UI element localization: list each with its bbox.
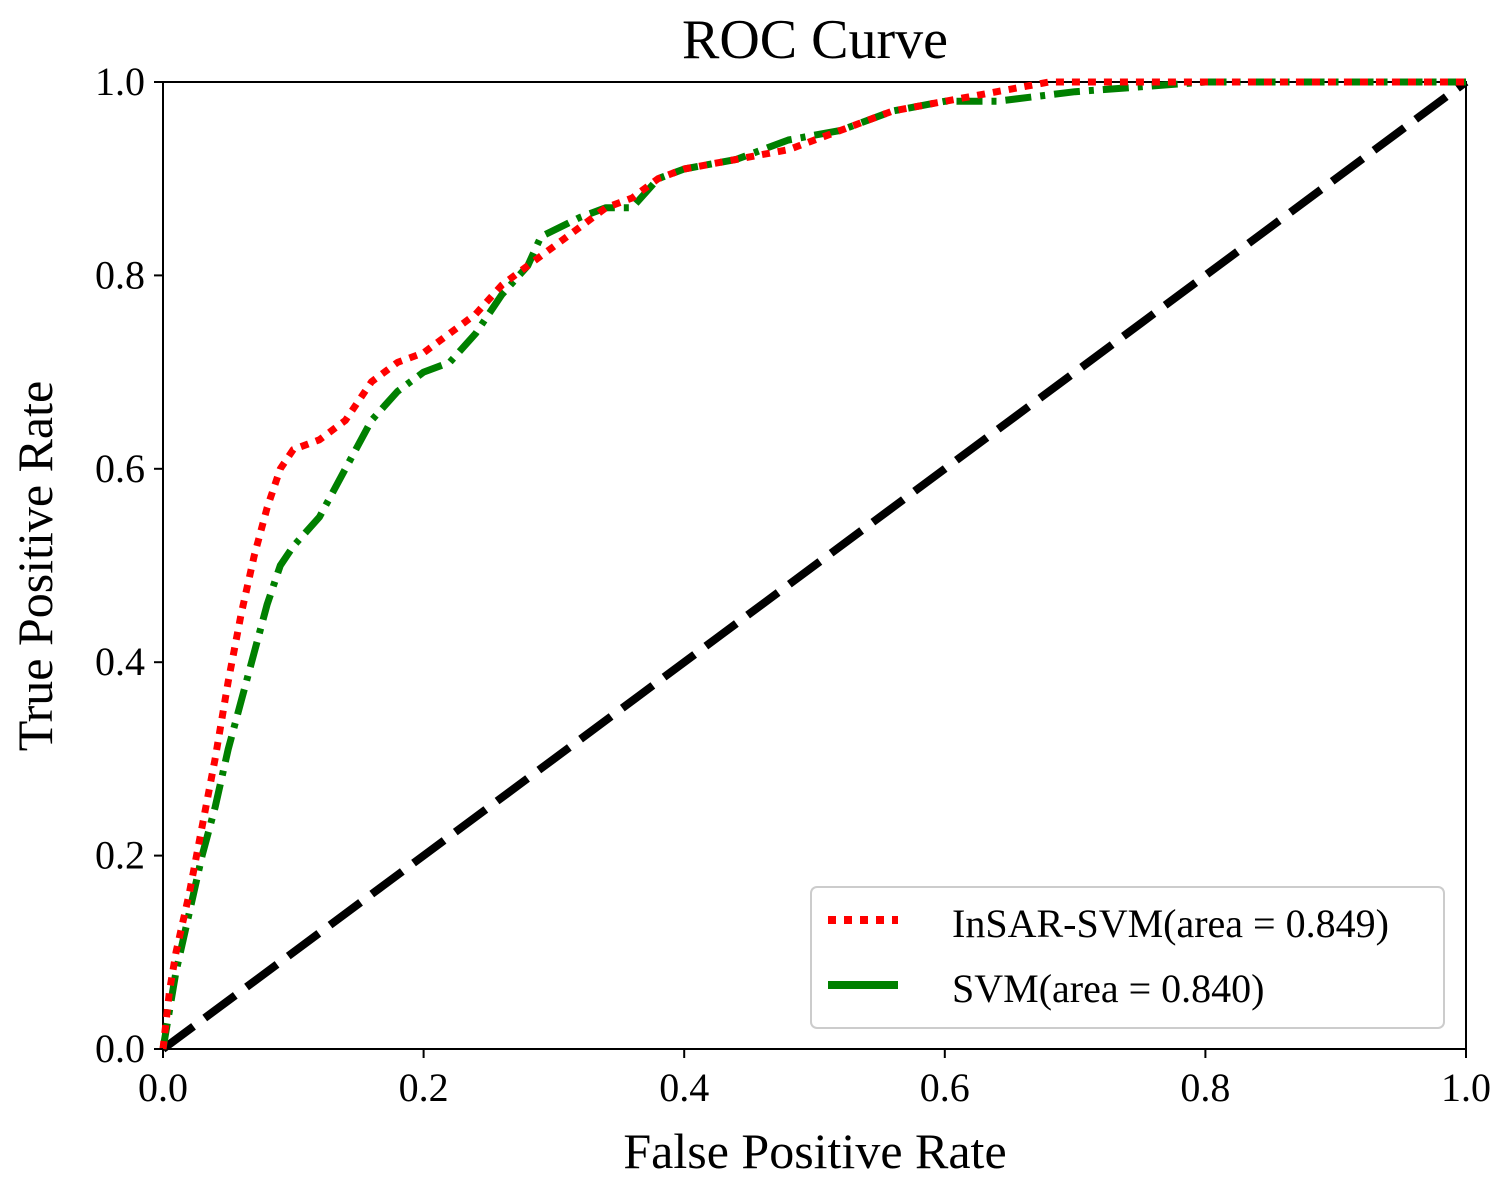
series-line-svm: [159, 78, 1466, 1050]
plot-frame: [162, 81, 1467, 1050]
y-tick-label: 0.8: [95, 252, 145, 297]
y-tick-label: 0.4: [95, 639, 145, 684]
y-axis-label: True Positive Rate: [7, 381, 63, 751]
legend: InSAR-SVM(area = 0.849) SVM(area = 0.840…: [810, 886, 1445, 1029]
series-line-insar-svm: [159, 78, 1466, 1050]
y-tick-label: 0.2: [95, 833, 145, 878]
y-tick-label: 0.0: [95, 1026, 145, 1071]
x-tick-label: 0.0: [138, 1065, 188, 1110]
x-tick-label: 0.2: [399, 1065, 449, 1110]
y-tick-label: 0.6: [95, 446, 145, 491]
x-tick-label: 0.6: [920, 1065, 970, 1110]
x-tick-label: 1.0: [1441, 1065, 1491, 1110]
series-line-chance: [160, 78, 1469, 1053]
legend-box: [810, 886, 1445, 1029]
x-axis-label: False Positive Rate: [623, 1123, 1006, 1179]
series-layer: [159, 78, 1469, 1053]
y-tick-label: 1.0: [95, 59, 145, 104]
x-tick-label: 0.4: [659, 1065, 709, 1110]
chart-title: ROC Curve: [682, 9, 948, 71]
legend-label-svm: SVM(area = 0.840): [952, 966, 1264, 1011]
x-tick-label: 0.8: [1180, 1065, 1230, 1110]
ticks-layer: 0.0 0.2 0.4 0.6 0.8 1.0 0.0 0.2 0.4 0.6 0.8 1.0: [95, 59, 1491, 1110]
legend-label-insar-svm: InSAR-SVM(area = 0.849): [952, 901, 1389, 946]
